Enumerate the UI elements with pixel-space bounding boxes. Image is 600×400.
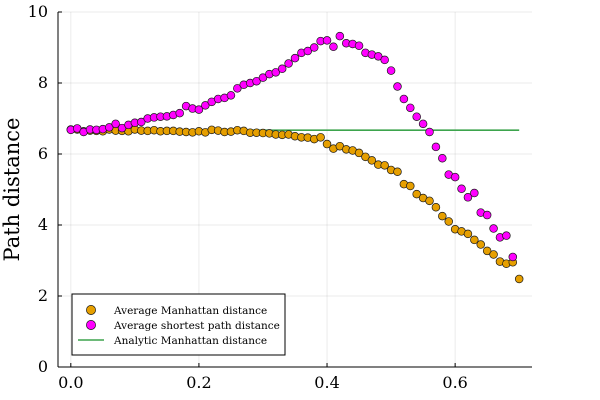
point-average-shortest-path — [393, 82, 402, 91]
point-average-manhattan — [514, 274, 524, 284]
point-average-shortest-path — [412, 112, 421, 121]
point-average-manhattan — [380, 161, 389, 170]
point-average-shortest-path — [386, 66, 396, 75]
point-average-shortest-path — [277, 64, 287, 74]
point-average-manhattan — [463, 229, 473, 239]
x-tick-label: 0.4 — [314, 373, 339, 392]
point-average-shortest-path — [335, 31, 345, 41]
y-tick-label: 0 — [38, 357, 48, 376]
point-average-shortest-path — [329, 42, 338, 52]
axes — [57, 12, 532, 368]
y-axis-label: Path distance — [0, 118, 24, 262]
point-average-shortest-path — [425, 127, 434, 137]
legend-label: Average Manhattan distance — [113, 305, 267, 317]
legend: Average Manhattan distance Average shorte… — [71, 293, 286, 356]
point-average-shortest-path — [457, 184, 466, 194]
point-average-shortest-path — [201, 101, 210, 110]
point-average-shortest-path — [284, 59, 293, 68]
y-tick-label: 10 — [28, 2, 48, 21]
legend-items: Average Manhattan distance Average shorte… — [78, 305, 280, 347]
legend-label: Analytic Manhattan distance — [113, 335, 267, 347]
point-average-shortest-path — [271, 68, 281, 77]
point-average-shortest-path — [226, 91, 236, 100]
point-average-manhattan — [444, 217, 453, 226]
point-average-shortest-path — [482, 210, 492, 220]
point-average-manhattan — [406, 181, 415, 191]
point-average-shortest-path — [137, 117, 146, 127]
point-average-manhattan — [412, 189, 421, 199]
x-tick-label: 0.6 — [442, 373, 467, 392]
legend-marker — [86, 320, 96, 330]
point-average-manhattan — [470, 235, 479, 245]
point-average-shortest-path — [233, 84, 242, 93]
legend-box — [71, 293, 286, 356]
point-average-shortest-path — [418, 119, 428, 129]
x-tick-label: 0.0 — [58, 373, 83, 392]
point-average-shortest-path — [399, 94, 409, 104]
point-average-manhattan — [361, 152, 370, 162]
y-tick-label: 4 — [38, 215, 48, 234]
y-tick-label: 6 — [38, 144, 48, 163]
point-average-manhattan — [354, 148, 364, 158]
point-average-shortest-path — [252, 76, 261, 86]
point-average-manhattan — [393, 167, 402, 177]
point-average-shortest-path — [463, 193, 473, 202]
point-average-shortest-path — [309, 43, 319, 52]
point-average-manhattan — [425, 196, 434, 206]
point-average-shortest-path — [111, 119, 120, 129]
series — [66, 31, 524, 284]
point-average-shortest-path — [502, 231, 511, 240]
point-average-shortest-path — [508, 252, 518, 262]
point-average-shortest-path — [290, 53, 300, 63]
point-average-shortest-path — [322, 36, 332, 45]
y-tick-label: 8 — [38, 73, 48, 92]
point-average-shortest-path — [431, 142, 441, 152]
point-average-manhattan — [482, 246, 492, 256]
point-average-manhattan — [476, 240, 486, 249]
point-average-shortest-path — [258, 73, 268, 82]
point-average-manhattan — [316, 133, 325, 142]
point-average-shortest-path — [380, 55, 389, 65]
point-average-shortest-path — [374, 52, 383, 61]
point-average-manhattan — [431, 203, 441, 212]
point-average-shortest-path — [450, 172, 460, 182]
point-average-shortest-path — [489, 224, 498, 233]
point-average-shortest-path — [470, 188, 479, 198]
legend-marker — [86, 305, 96, 315]
point-average-shortest-path — [406, 103, 415, 113]
ticks: 0.0 0.2 0.4 0.6 0 2 4 6 8 10 — [28, 2, 468, 392]
point-average-shortest-path — [104, 123, 114, 132]
point-average-manhattan — [438, 211, 447, 221]
point-average-shortest-path — [72, 124, 82, 133]
point-average-shortest-path — [175, 108, 184, 118]
point-average-manhattan — [367, 156, 377, 165]
point-average-shortest-path — [354, 41, 364, 50]
point-average-manhattan — [322, 139, 332, 149]
point-average-manhattan — [489, 250, 498, 259]
point-average-shortest-path — [194, 105, 204, 114]
x-tick-label: 0.2 — [186, 373, 211, 392]
point-average-shortest-path — [438, 154, 447, 163]
y-tick-label: 2 — [38, 286, 48, 305]
legend-label: Average shortest path distance — [113, 320, 280, 332]
point-average-shortest-path — [303, 46, 313, 56]
